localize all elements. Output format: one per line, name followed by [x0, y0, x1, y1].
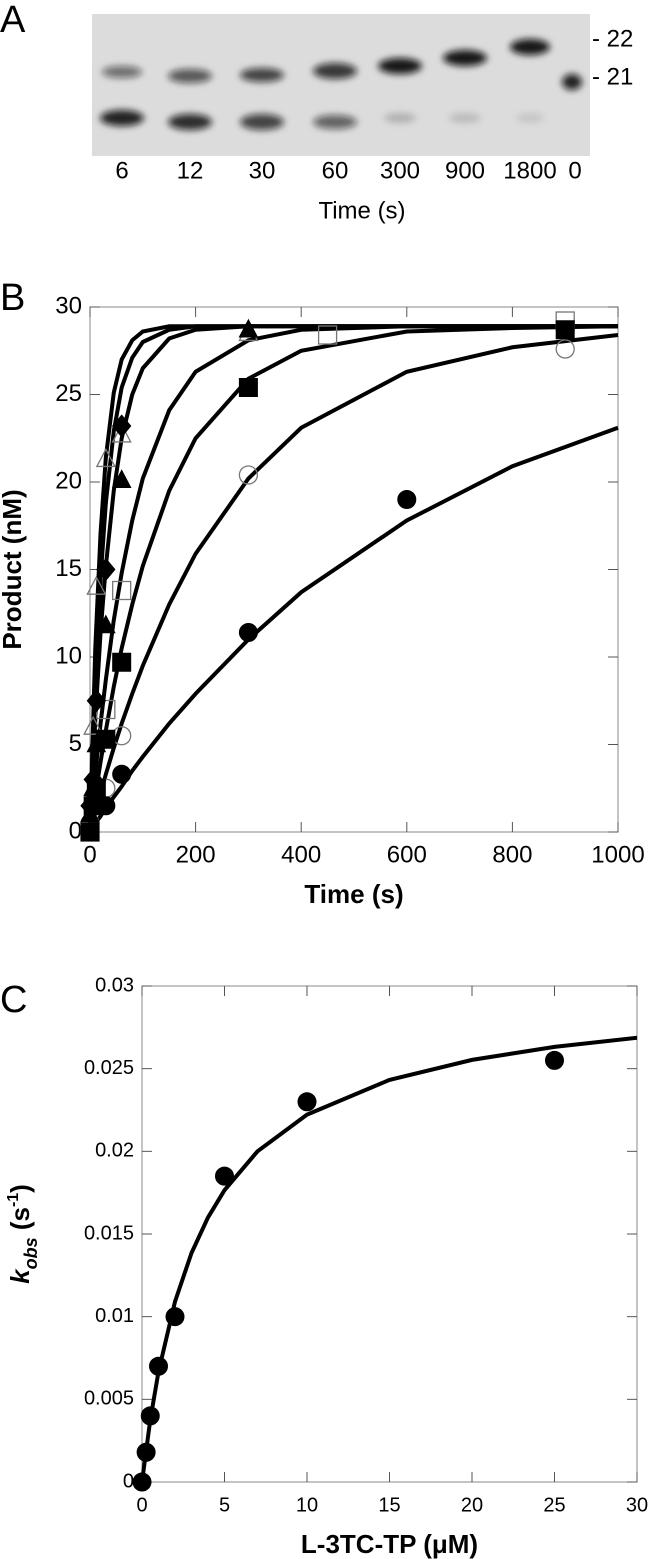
x-tick-label: 5: [219, 1494, 230, 1516]
x-tick-label: 600: [387, 841, 427, 868]
y-axis-label: Product (nM): [0, 489, 27, 649]
y-tick-label: 10: [55, 642, 82, 669]
x-tick-label: 25: [543, 1494, 565, 1516]
lane-label: 30: [249, 157, 276, 184]
data-point: [140, 1406, 160, 1426]
lane-label: 1800: [503, 157, 556, 184]
y-axis-label-part: -1: [5, 1193, 22, 1207]
data-point: [555, 320, 575, 340]
plot-frame: [89, 306, 619, 833]
panel-label: A: [0, 0, 26, 41]
x-tick-label: 15: [378, 1494, 400, 1516]
x-tick-label: 30: [626, 1494, 648, 1516]
data-point: [136, 1442, 156, 1462]
data-point: [80, 794, 100, 818]
y-tick-label: 0: [123, 1470, 134, 1492]
data-point: [238, 378, 258, 397]
x-tick-label: 800: [492, 841, 532, 868]
data-point: [96, 557, 116, 582]
data-point: [86, 689, 106, 713]
lane-label: 0: [568, 157, 581, 184]
x-axis-label: L-3TC-TP (μM): [301, 1529, 478, 1559]
data-point: [397, 490, 417, 509]
panel-label: B: [0, 277, 25, 319]
data-point: [83, 715, 104, 735]
data-point: [215, 1166, 234, 1186]
data-point: [111, 469, 132, 488]
x-tick-label: 200: [176, 841, 216, 868]
lane-label: 60: [322, 157, 349, 184]
y-tick-label: 0.01: [95, 1305, 134, 1327]
panel-label: C: [0, 979, 27, 1021]
y-axis-label-part: ): [5, 1184, 35, 1193]
x-tick-label: 1000: [591, 841, 644, 868]
fit-curve: [88, 324, 619, 833]
x-tick-label: 0: [83, 841, 96, 868]
y-tick-label: 25: [55, 380, 82, 407]
size-marker: - 22: [592, 25, 633, 52]
y-axis-label: kobs (s-1): [5, 1184, 41, 1284]
y-tick-label: 0.03: [95, 974, 134, 996]
gel-axis-label: Time (s): [318, 197, 405, 224]
data-point: [80, 822, 100, 842]
lane-label: 300: [380, 157, 420, 184]
fit-curve: [88, 324, 618, 833]
data-point: [238, 465, 259, 485]
data-point: [83, 767, 103, 792]
fit-curve: [140, 1035, 638, 1483]
data-point: [545, 1050, 564, 1070]
lane-label: 6: [115, 157, 128, 184]
y-tick-label: 30: [55, 292, 82, 319]
x-tick-label: 10: [296, 1494, 318, 1516]
data-point: [238, 623, 258, 642]
data-point: [86, 575, 107, 595]
y-tick-label: 0.02: [95, 1140, 134, 1162]
fit-curve: [88, 324, 618, 833]
x-axis-label: Time (s): [304, 879, 403, 909]
y-tick-label: 0.005: [84, 1388, 134, 1410]
x-tick-label: 0: [136, 1494, 147, 1516]
data-point: [112, 580, 132, 601]
x-tick-label: 400: [281, 841, 321, 868]
data-point: [317, 325, 338, 345]
data-point: [86, 733, 107, 753]
data-point: [111, 423, 132, 443]
data-point: [297, 1092, 317, 1112]
data-point: [555, 339, 575, 359]
y-tick-label: 0: [69, 817, 82, 844]
y-tick-label: 0.025: [84, 1057, 134, 1079]
y-tick-label: 0.015: [84, 1222, 134, 1244]
size-marker: - 21: [592, 63, 633, 90]
data-point: [165, 1307, 185, 1327]
lane-label: 12: [177, 157, 204, 184]
data-point: [112, 414, 132, 438]
lane-label: 900: [445, 157, 485, 184]
y-tick-label: 5: [69, 730, 82, 757]
data-point: [238, 318, 259, 338]
fit-curve: [88, 324, 618, 833]
data-point: [112, 652, 132, 672]
y-axis-label-part: k: [5, 1268, 35, 1284]
y-axis-label-part: obs: [21, 1237, 41, 1269]
data-point: [96, 614, 116, 634]
y-axis-label-part: (s: [5, 1207, 35, 1237]
x-tick-label: 20: [461, 1494, 483, 1516]
y-tick-label: 15: [55, 555, 82, 582]
gel-image: [92, 14, 590, 156]
data-point: [95, 447, 116, 468]
y-tick-label: 20: [55, 467, 82, 494]
fit-curve: [88, 324, 618, 833]
data-point: [149, 1356, 168, 1376]
data-point: [112, 764, 132, 784]
data-point: [132, 1472, 152, 1492]
